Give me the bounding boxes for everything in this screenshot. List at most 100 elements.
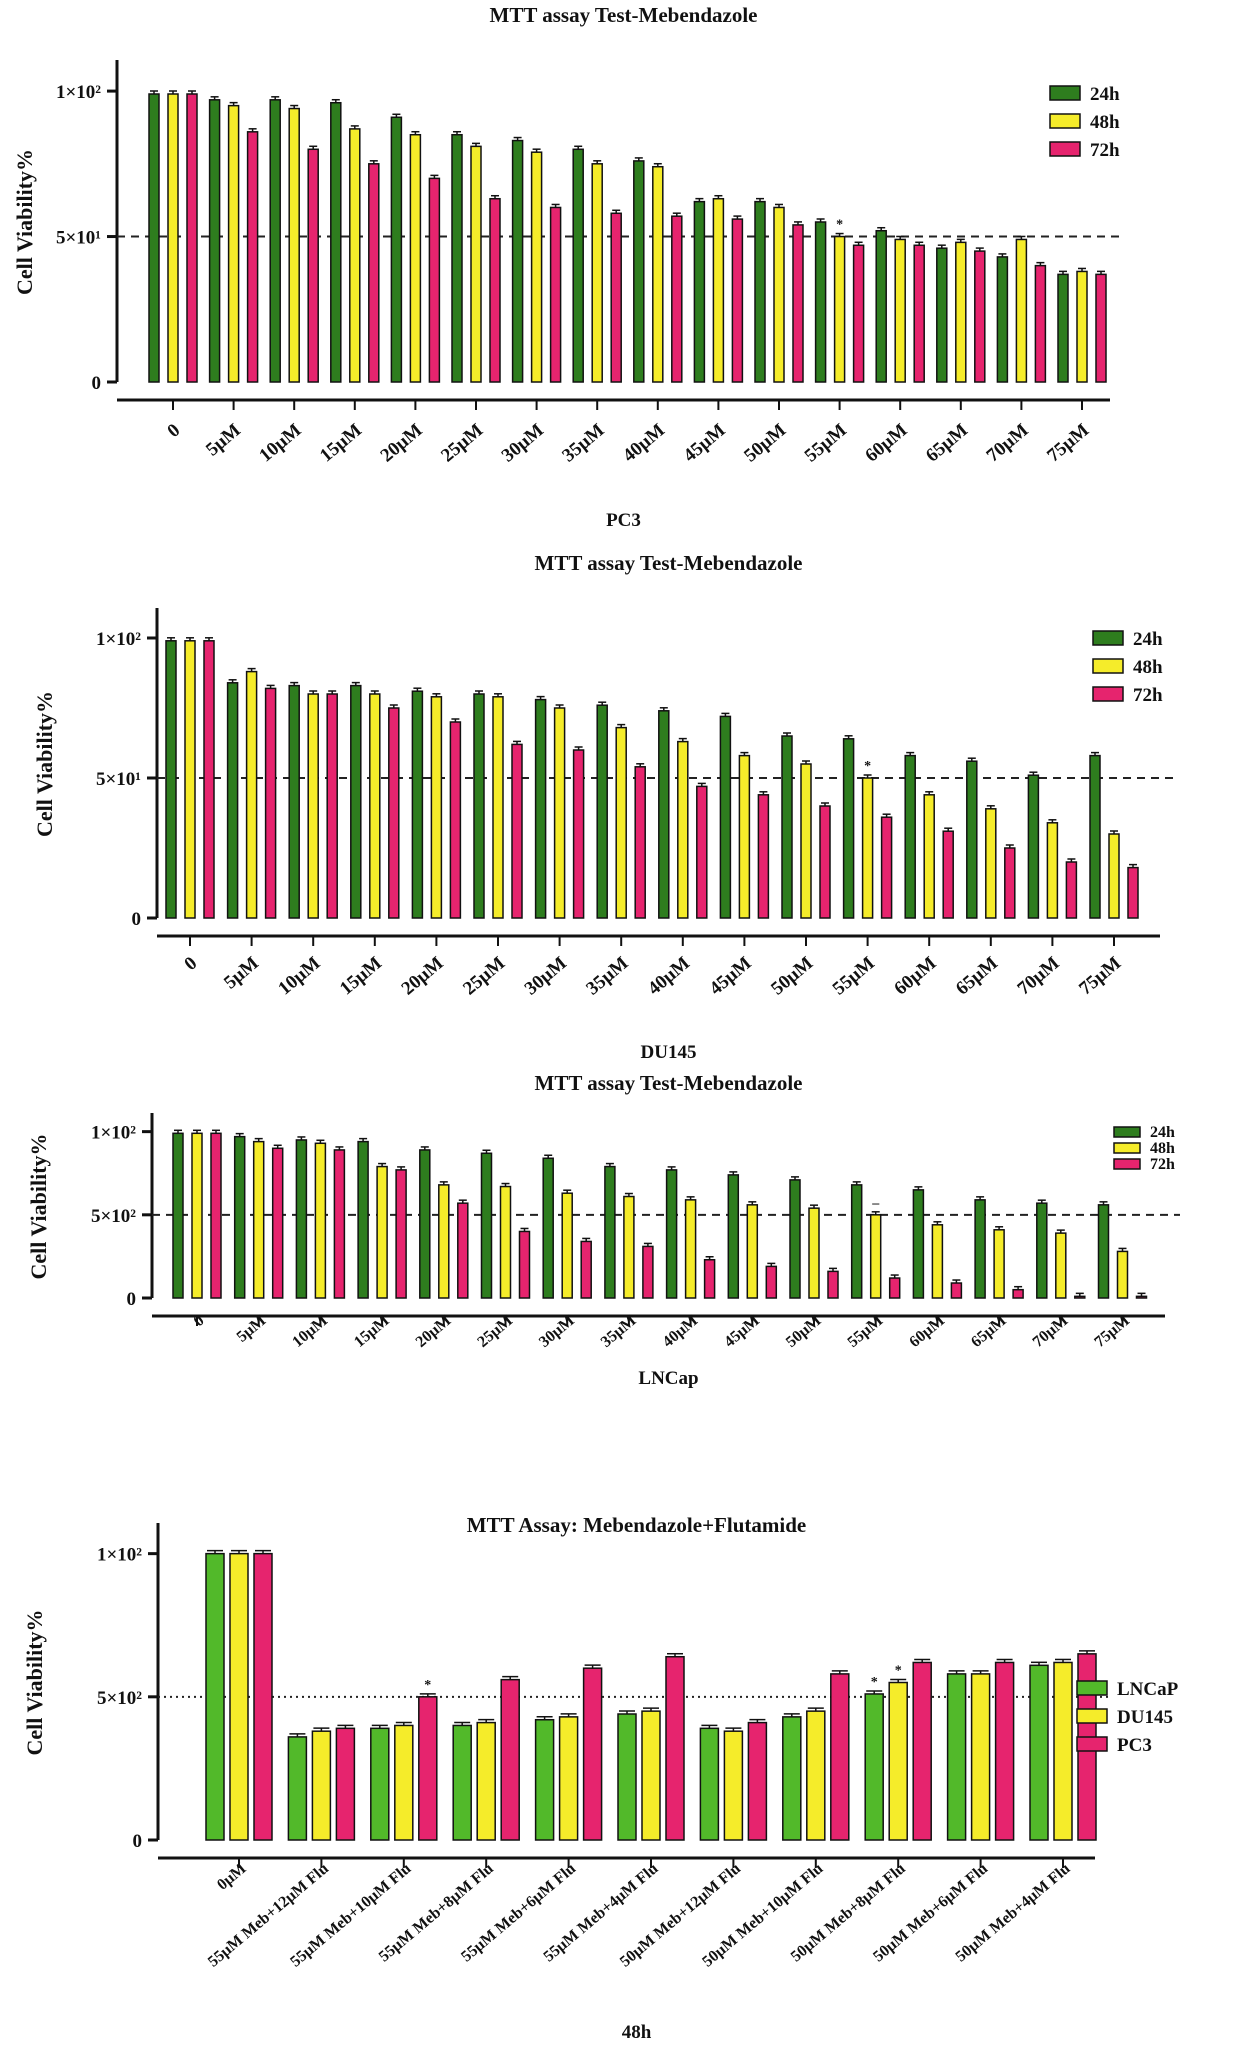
bar-48h-15μM [349, 128, 361, 383]
x-category-label: 20μM [398, 953, 448, 1000]
bar-72h-10μM [326, 693, 338, 919]
bar-PC3-50μM Meb+8μM Flu [912, 1661, 932, 1841]
x-category-label: 30μM [536, 1312, 578, 1351]
bar-24h-45μM [719, 715, 732, 919]
significance-marker: * [895, 1664, 902, 1679]
x-category-label: 75μM [1091, 1312, 1133, 1351]
bar-72h-40μM [696, 785, 708, 919]
x-category-label: 60μM [890, 953, 940, 1000]
bar-72h-30μM [580, 1240, 592, 1299]
bar-72h-25μM [489, 197, 501, 383]
y-tick-label: 5×10² [91, 1206, 136, 1227]
bar-48h-0 [191, 1132, 203, 1299]
bar-48h-10μM [307, 693, 319, 919]
x-category-label: 15μM [336, 953, 386, 1000]
bar-PC3-50μM Meb+6μM Flu [994, 1661, 1015, 1841]
chart-panel-4: MTT Assay: Mebendazole+Flutamide Cell Via… [22, 1513, 1179, 2043]
legend-swatch-72h [1092, 686, 1124, 702]
x-category-label: 25μM [459, 953, 509, 1000]
x-category-label: 15μM [351, 1312, 393, 1351]
bar-24h-55μM [814, 221, 827, 383]
x-category-label: 15μM [316, 420, 366, 467]
legend-label-DU145: DU145 [1117, 1707, 1173, 1728]
x-category-label: 45μM [721, 1312, 763, 1351]
bar-72h-35μM [634, 766, 646, 919]
bar-24h-5μM [208, 99, 221, 383]
bar-24h-30μM [534, 698, 547, 919]
bar-LNCaP-55μM Meb+6μM Flu [534, 1718, 555, 1841]
bar-48h-65μM [955, 241, 967, 383]
bar-72h-75μM [1127, 866, 1139, 919]
bar-24h-60μM [912, 1189, 925, 1299]
bar-72h-60μM [950, 1282, 963, 1299]
bar-72h-10μM [333, 1149, 346, 1299]
bar-72h-20μM [457, 1202, 469, 1299]
bar-72h-45μM [757, 794, 770, 919]
bar-LNCaP-50μM Meb+4μM Flu [1029, 1664, 1049, 1841]
x-category-label: 10μM [255, 420, 305, 467]
bar-LNCaP-55μM Meb+4μM Flu [617, 1713, 637, 1841]
bar-48h-45μM [738, 754, 751, 919]
bar-24h-65μM [974, 1199, 986, 1299]
y-axis-label: Cell Viability% [26, 1133, 51, 1279]
bar-24h-15μM [330, 101, 342, 383]
x-category-label: 70μM [983, 420, 1033, 467]
bar-72h-25μM [511, 743, 523, 919]
y-tick-label: 0 [132, 909, 142, 930]
bar-48h-55μM [869, 1214, 882, 1299]
chart-panel-3: MTT assay Test-Mebendazole Cell Viability… [26, 1071, 1180, 1389]
legend-label-72h: 72h [1090, 140, 1120, 161]
bar-24h-70μM [1027, 774, 1040, 919]
chart-panel-1: MTT assay Test-Mebendazole Cell Viability… [12, 3, 1125, 531]
bar-24h-55μM [842, 738, 855, 919]
bar-48h-35μM [615, 726, 627, 919]
chart-title: MTT Assay: Mebendazole+Flutamide [467, 1513, 806, 1537]
bar-24h-15μM [357, 1140, 369, 1299]
bar-24h-45μM [693, 200, 706, 383]
bar-24h-40μM [665, 1169, 678, 1299]
bar-PC3-55μM Meb+8μM Flu [500, 1678, 520, 1841]
bar-48h-15μM [369, 693, 381, 919]
bar-24h-40μM [658, 710, 670, 919]
y-tick-label: 5×10¹ [56, 228, 101, 249]
bar-LNCaP-50μM Meb+8μM Flu [864, 1693, 884, 1841]
significance-marker: * [424, 1678, 431, 1693]
x-category-label: 40μM [659, 1312, 701, 1351]
x-category-label: 5μM [220, 953, 263, 994]
bar-24h-35μM [596, 704, 608, 919]
bar-72h-55μM [852, 244, 865, 383]
bar-LNCaP-55μM Meb+12μM Flu [287, 1736, 308, 1841]
bar-24h-75μM [1089, 754, 1101, 919]
bar-LNCaP-50μM Meb+12μM Flu [699, 1727, 720, 1841]
x-category-label: 65μM [922, 420, 972, 467]
bar-PC3-0μM [253, 1552, 273, 1841]
legend-swatch-24h [1092, 630, 1124, 646]
bar-72h-30μM [572, 749, 585, 919]
bar-PC3-50μM Meb+12μM Flu [747, 1721, 768, 1841]
bar-72h-25μM [518, 1230, 531, 1299]
bar-DU145-55μM Meb+8μM Flu [476, 1721, 496, 1841]
x-category-label: 75μM [1043, 420, 1093, 467]
x-category-label: 20μM [377, 420, 427, 467]
bar-48h-60μM [923, 794, 935, 919]
bar-48h-40μM [684, 1199, 697, 1299]
significance-marker: – [871, 1196, 880, 1211]
bar-DU145-55μM Meb+6μM Flu [558, 1716, 579, 1841]
bar-48h-75μM [1076, 270, 1088, 383]
bar-DU145-55μM Meb+4μM Flu [641, 1710, 661, 1841]
x-category-label: 50μM [783, 1312, 825, 1351]
x-axis-title: 48h [622, 2022, 652, 2043]
x-category-label: 35μM [558, 420, 608, 467]
bar-24h-25μM [473, 693, 485, 919]
bar-48h-25μM [492, 696, 504, 919]
x-category-label: 55μM [845, 1312, 887, 1351]
x-category-label: 25μM [437, 420, 487, 467]
legend-label-48h: 48h [1133, 657, 1163, 678]
bar-72h-5μM [271, 1147, 284, 1299]
bar-48h-5μM [245, 670, 258, 919]
legend-swatch-48h [1113, 1142, 1141, 1154]
bar-48h-10μM [288, 107, 300, 383]
bar-24h-65μM [936, 247, 948, 383]
x-category-label: 70μM [1014, 953, 1064, 1000]
